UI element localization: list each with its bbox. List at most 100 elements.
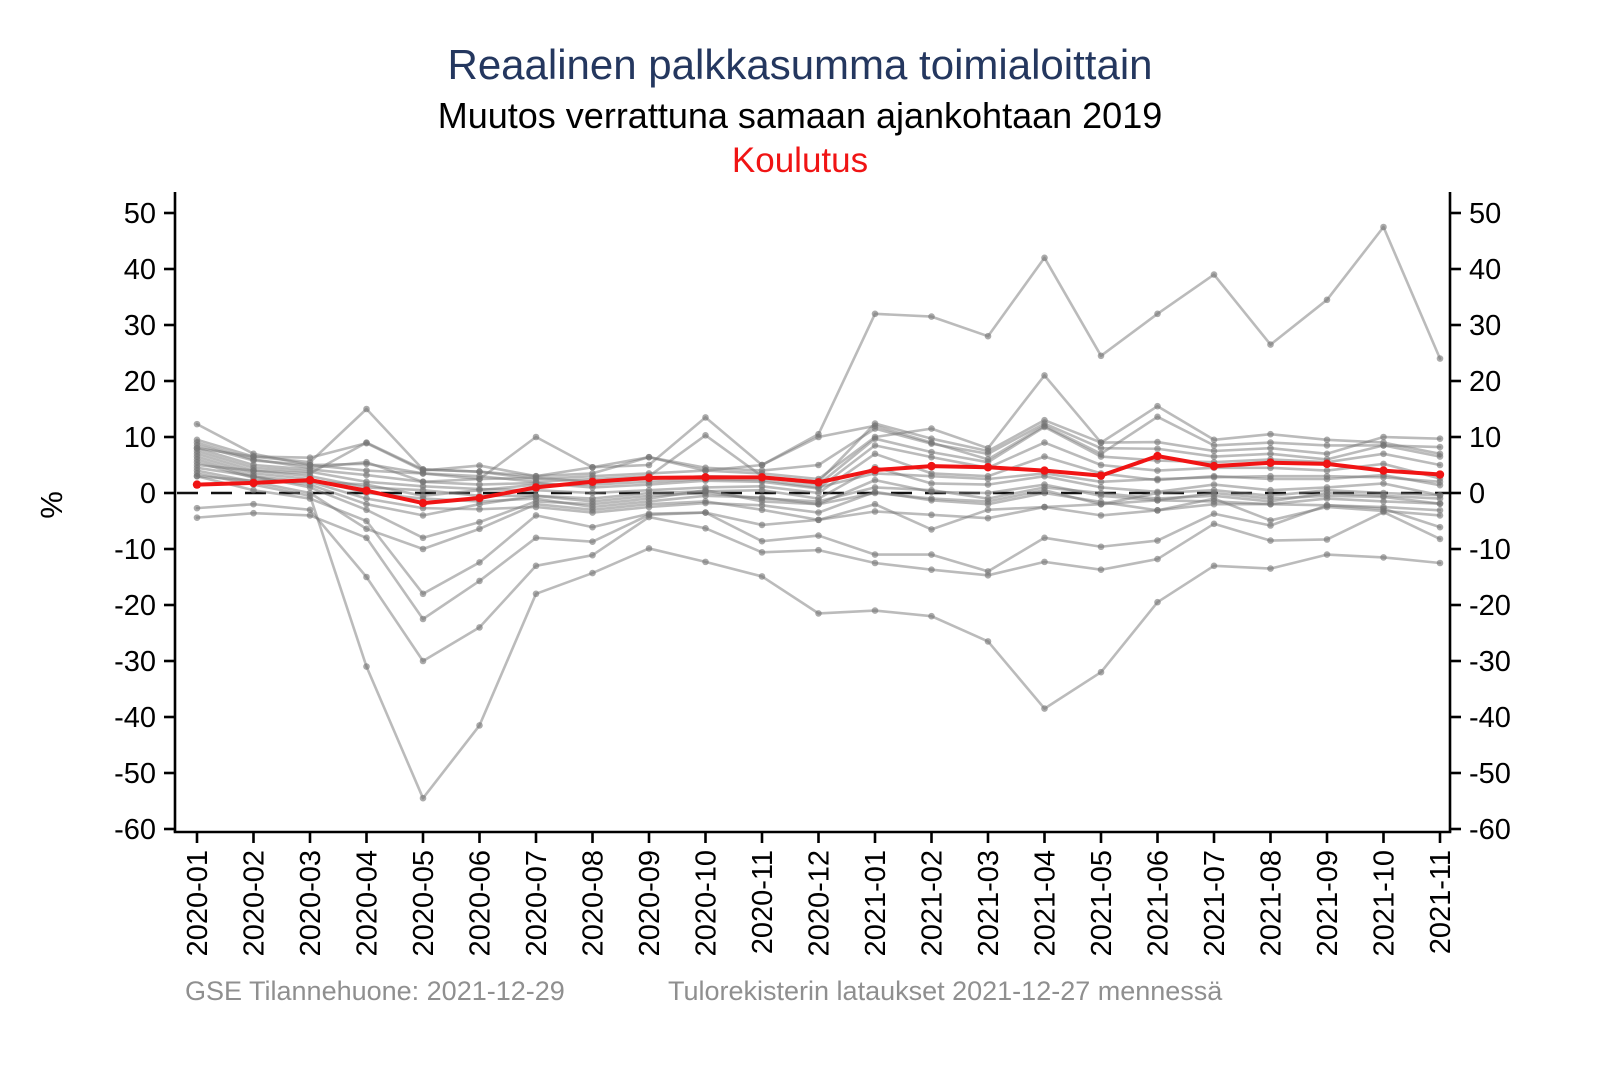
series-toimiala-02-marker <box>702 558 709 566</box>
series-toimiala-09-marker <box>532 433 540 441</box>
series-toimiala-16-marker <box>871 476 879 484</box>
x-tick-label: 2021-06 <box>1143 850 1175 956</box>
series-toimiala-18-marker <box>984 495 992 502</box>
series-toimiala-10-marker <box>1323 450 1331 458</box>
source-note-left: GSE Tilannehuone: 2021-12-29 <box>185 976 565 1006</box>
series-toimiala-15-marker <box>1267 486 1274 494</box>
series-toimiala-03-marker <box>928 566 935 574</box>
y-tick-label-right: 10 <box>1469 422 1501 454</box>
title-block: Reaalinen palkkasumma toimialoittain Muu… <box>0 0 1600 180</box>
y-tick-label-left: -10 <box>114 534 156 566</box>
y-tick-label-right: 0 <box>1469 478 1485 510</box>
series-toimiala-11-marker <box>758 467 766 474</box>
series-toimiala-02-marker <box>984 638 992 645</box>
x-tick-label: 2021-09 <box>1312 850 1344 956</box>
series-toimiala-08-marker <box>1210 436 1218 444</box>
series-toimiala-17-marker <box>1154 507 1161 514</box>
series-toimiala-06-marker <box>928 526 935 533</box>
y-tick-label-left: 40 <box>124 254 156 286</box>
series-toimiala-14-marker <box>815 489 822 497</box>
series-toimiala-18-marker <box>1210 492 1218 500</box>
series-toimiala-05-marker <box>984 514 992 522</box>
series-toimiala-18-marker <box>476 500 483 508</box>
series-toimiala-18-marker <box>193 458 201 466</box>
series-toimiala-18-marker <box>928 486 935 494</box>
series-toimiala-04-marker <box>193 514 201 521</box>
series-toimiala-17-marker <box>1436 507 1444 514</box>
series-toimiala-01-marker <box>1097 352 1105 360</box>
series-toimiala-19-marker <box>1097 478 1105 486</box>
series-toimiala-02-marker <box>1380 554 1387 561</box>
series-koulutus-marker <box>249 478 258 488</box>
series-toimiala-06-marker <box>1041 503 1048 511</box>
series-toimiala-19-marker <box>1267 472 1274 480</box>
series-toimiala-02-marker <box>1210 562 1218 570</box>
series-toimiala-17-marker <box>702 499 709 507</box>
series-toimiala-12-marker <box>476 475 483 483</box>
series-toimiala-11-marker <box>702 464 709 472</box>
series-toimiala-15-marker <box>1097 484 1105 491</box>
series-koulutus-marker <box>1435 470 1445 479</box>
x-tick-label: 2020-11 <box>747 850 779 954</box>
series-toimiala-12-marker <box>419 470 427 477</box>
series-toimiala-03-marker <box>758 549 766 556</box>
series-toimiala-04-marker <box>928 551 935 558</box>
series-toimiala-03-marker <box>419 657 427 665</box>
source-note-right: Tulorekisterin lataukset 2021-12-27 menn… <box>668 976 1223 1006</box>
series-koulutus-marker <box>305 475 315 485</box>
series-toimiala-13-marker <box>1380 460 1387 468</box>
series-toimiala-06-marker <box>871 500 879 508</box>
series-toimiala-08-marker <box>363 405 370 413</box>
series-koulutus-marker <box>757 473 767 482</box>
series-toimiala-05-marker <box>532 512 540 519</box>
series-toimiala-11-marker <box>645 453 653 461</box>
x-tick-label: 2020-06 <box>465 850 497 956</box>
series-toimiala-01-marker <box>1041 254 1048 262</box>
series-toimiala-09-marker <box>1267 439 1274 446</box>
series-koulutus-marker <box>1322 459 1332 469</box>
series-toimiala-13-marker <box>363 471 370 479</box>
y-tick-label-left: -40 <box>114 702 156 734</box>
chart-subtitle: Muutos verrattuna samaan ajankohtaan 201… <box>437 95 1163 137</box>
x-tick-label: 2021-03 <box>973 850 1005 956</box>
series-toimiala-18-marker <box>589 498 596 505</box>
series-toimiala-03-marker <box>250 500 257 508</box>
y-tick-label-right: -20 <box>1469 590 1511 622</box>
series-toimiala-18-marker <box>1097 489 1105 497</box>
y-tick-label-left: 50 <box>124 198 156 230</box>
series-koulutus-marker <box>1096 471 1106 480</box>
y-tick-label-left: -60 <box>114 814 156 846</box>
series-toimiala-13-marker <box>1097 461 1105 469</box>
series-toimiala-09-marker <box>815 433 822 441</box>
series-toimiala-05-marker <box>419 590 427 598</box>
y-tick-label-left: 30 <box>124 310 156 342</box>
series-toimiala-18-marker <box>871 484 879 491</box>
y-tick-label-left: 20 <box>124 366 156 398</box>
series-toimiala-18-marker <box>702 489 709 497</box>
series-toimiala-04-marker <box>1097 543 1105 551</box>
series-toimiala-03-marker <box>306 506 314 514</box>
series-toimiala-18-marker <box>419 512 427 519</box>
x-tick-label: 2021-01 <box>860 850 892 956</box>
series-toimiala-05-marker <box>306 495 314 502</box>
series-toimiala-05-marker <box>871 508 879 515</box>
series-toimiala-03-marker <box>815 546 822 554</box>
series-toimiala-02-marker <box>1267 565 1274 572</box>
chart-highlight-series-title: Koulutus <box>731 140 869 180</box>
series-toimiala-02-marker <box>871 607 879 614</box>
series-toimiala-18-marker <box>1154 495 1161 502</box>
series-toimiala-06-marker <box>419 545 427 553</box>
series-toimiala-12-marker <box>532 474 540 482</box>
series-toimiala-02-marker <box>419 794 427 802</box>
series-toimiala-17-marker <box>532 503 540 511</box>
series-toimiala-05-marker <box>1097 512 1105 519</box>
series-toimiala-16-marker <box>645 498 653 505</box>
series-toimiala-17-marker <box>1380 503 1387 511</box>
series-toimiala-17-marker <box>1210 500 1218 508</box>
series-toimiala-14-marker <box>589 489 596 497</box>
series-koulutus-marker <box>1379 466 1388 475</box>
y-tick-label-right: 30 <box>1469 310 1501 342</box>
series-toimiala-01-marker <box>1380 223 1387 231</box>
